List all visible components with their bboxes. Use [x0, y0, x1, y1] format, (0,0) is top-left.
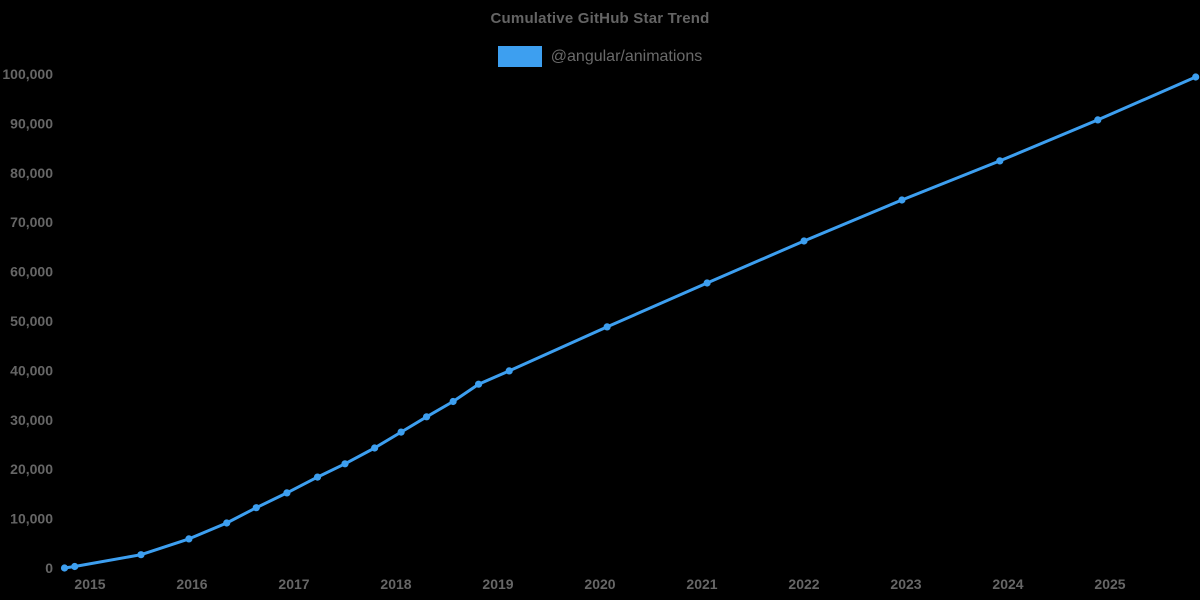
- data-point: [505, 367, 513, 375]
- y-tick-label: 60,000: [10, 264, 53, 280]
- x-tick-label: 2022: [788, 576, 819, 592]
- data-point: [60, 564, 69, 572]
- x-tick-label: 2023: [890, 576, 921, 592]
- y-tick-label: 40,000: [10, 362, 53, 378]
- x-tick-label: 2017: [278, 576, 309, 592]
- data-point: [341, 460, 349, 468]
- series-line: [63, 75, 1198, 570]
- y-tick-label: 100,000: [2, 66, 53, 82]
- legend[interactable]: @angular/animations: [0, 46, 1200, 67]
- x-tick-label: 2019: [482, 576, 513, 592]
- y-axis-tick-labels: 0 10,000 20,000 30,000 40,000 50,000 60,000 70,…: [2, 66, 53, 576]
- legend-label: @angular/animations: [550, 47, 703, 65]
- data-point: [313, 473, 322, 481]
- data-point: [1192, 73, 1200, 81]
- data-point: [898, 196, 906, 204]
- x-tick-label: 2016: [176, 576, 207, 592]
- y-tick-label: 50,000: [10, 313, 53, 329]
- data-point: [703, 279, 711, 287]
- data-point: [283, 489, 291, 497]
- chart-title: Cumulative GitHub Star Trend: [490, 10, 710, 27]
- data-point: [137, 551, 145, 559]
- data-point: [371, 444, 379, 452]
- data-point: [800, 237, 808, 245]
- x-tick-label: 2021: [686, 576, 717, 592]
- x-tick-label: 2018: [380, 576, 411, 592]
- data-point: [603, 323, 611, 331]
- data-point: [475, 380, 483, 388]
- data-point: [397, 428, 405, 436]
- data-point: [449, 397, 457, 406]
- data-point: [223, 519, 231, 527]
- data-point: [71, 562, 79, 571]
- x-tick-label: 2025: [1094, 576, 1125, 592]
- data-point: [423, 413, 431, 421]
- series-group: [60, 73, 1200, 572]
- legend-swatch[interactable]: [497, 46, 542, 67]
- data-point: [252, 504, 260, 512]
- x-tick-label: 2020: [584, 576, 615, 592]
- y-tick-label: 20,000: [10, 461, 53, 477]
- y-tick-label: 30,000: [10, 412, 53, 428]
- y-tick-label: 70,000: [10, 214, 53, 230]
- x-tick-label: 2024: [992, 576, 1023, 592]
- x-tick-label: 2015: [74, 576, 105, 592]
- x-axis-tick-labels: 2015 2016 2017 2018 2019 2020 2021 2022 2023 2024…: [74, 576, 1125, 592]
- y-tick-label: 10,000: [10, 511, 53, 527]
- y-tick-label: 0: [45, 560, 53, 576]
- data-point: [185, 535, 193, 543]
- data-point: [1094, 116, 1102, 124]
- data-point: [996, 157, 1004, 165]
- y-tick-label: 80,000: [10, 165, 53, 181]
- y-tick-label: 90,000: [10, 115, 53, 131]
